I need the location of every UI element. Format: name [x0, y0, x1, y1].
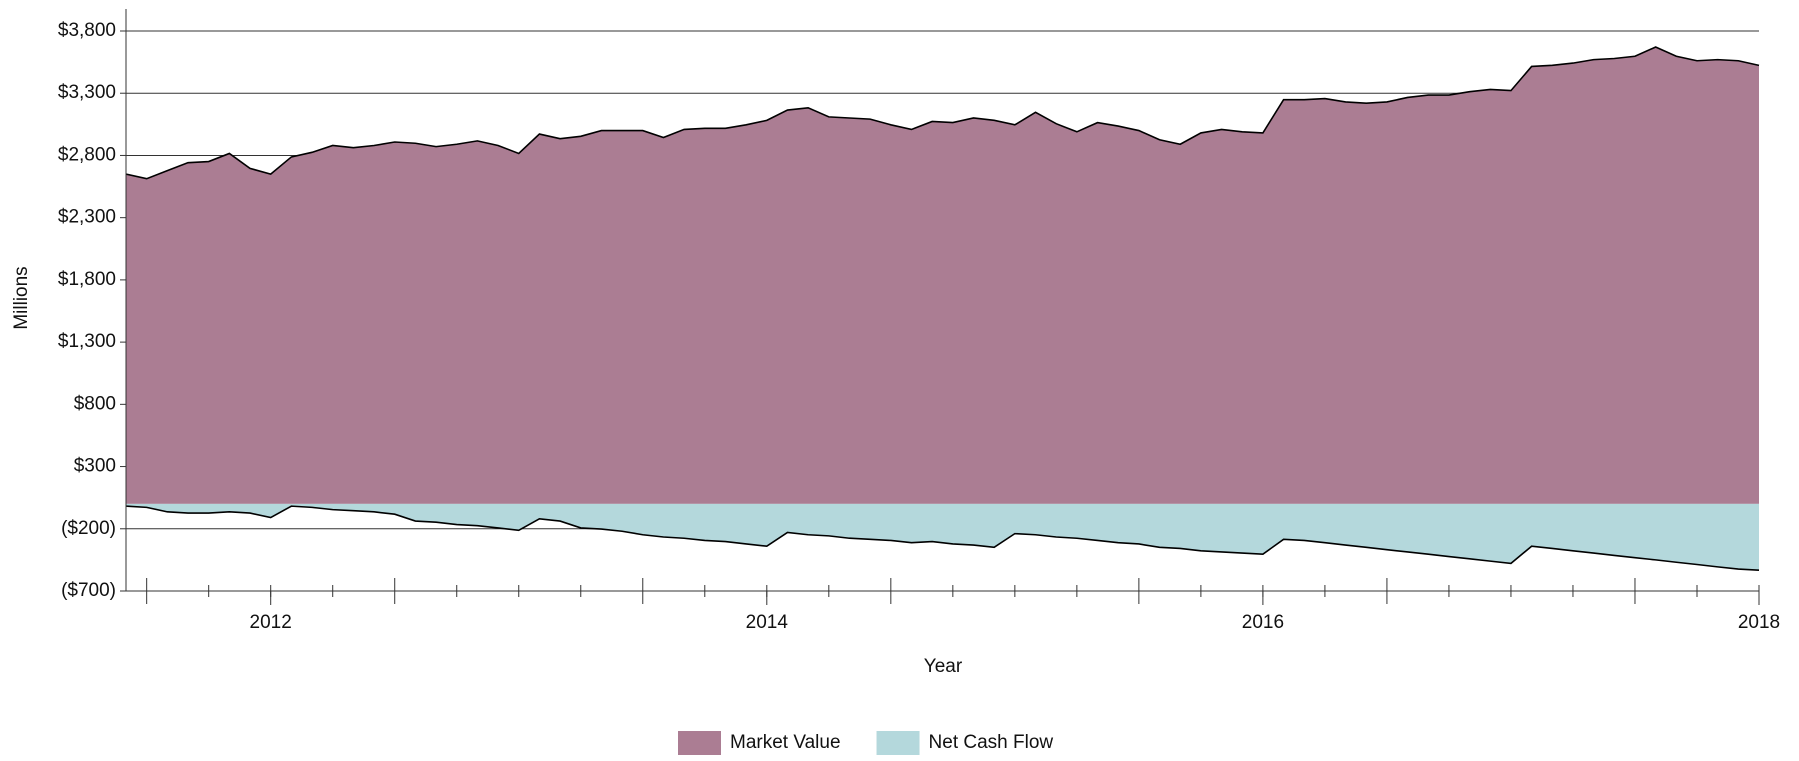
y-tick-label: $3,800 [58, 20, 116, 41]
y-tick-label: $1,800 [58, 269, 116, 290]
y-tick-label: $2,300 [58, 207, 116, 228]
y-tick-label: ($200) [61, 518, 116, 539]
area-outline [125, 46, 1760, 180]
axes: ($700) ($200) $300 $800 $1,300 $1,800 $2,300 $2… [58, 9, 1780, 633]
area-fill [126, 47, 1759, 504]
x-tick-label: 2018 [1738, 612, 1780, 633]
legend-label: Net Cash Flow [929, 732, 1054, 753]
legend: Market Value Net Cash Flow [678, 731, 1053, 755]
plot-areas [125, 46, 1760, 572]
area-fill [126, 503, 1759, 571]
y-tick-label: $800 [74, 393, 116, 414]
x-axis-title: Year [924, 656, 963, 677]
x-tick-label: 2014 [746, 612, 789, 633]
y-tick-label: $3,300 [58, 82, 116, 103]
y-axis-title: Millions [11, 266, 32, 329]
area-outline [125, 505, 1760, 572]
y-tick-label: $2,800 [58, 144, 116, 165]
x-tick-label: 2012 [250, 612, 292, 633]
legend-swatch [876, 731, 920, 755]
y-tick-label: ($700) [61, 580, 116, 601]
y-tick-label: $1,300 [58, 331, 116, 352]
legend-label: Market Value [730, 732, 841, 753]
y-tick-label: $300 [74, 456, 116, 477]
legend-swatch [678, 731, 721, 755]
x-tick-label: 2016 [1242, 612, 1284, 633]
